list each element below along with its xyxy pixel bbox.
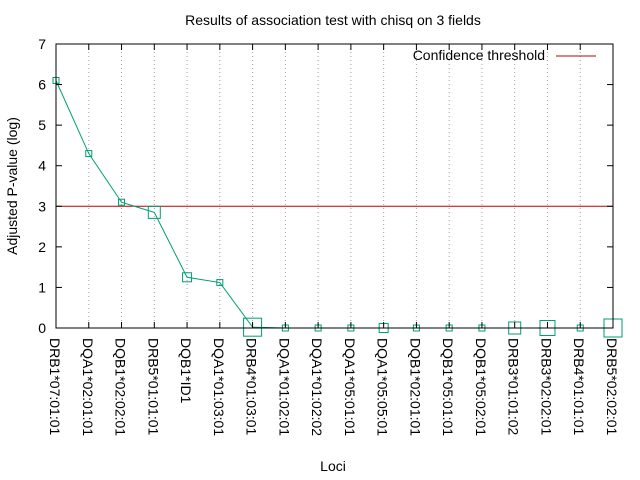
x-tick-label: DQA1*02:01:01 xyxy=(80,338,96,436)
y-axis-ticks: 0 1 2 3 4 5 6 7 xyxy=(38,36,613,336)
y-tick-label: 1 xyxy=(38,279,46,295)
y-tick-label: 3 xyxy=(38,198,46,214)
x-axis-ticks: DRB1*07:01:01 DQA1*02:01:01 DQB1*02:02:01 D… xyxy=(47,44,620,436)
y-tick-label: 5 xyxy=(38,117,46,133)
grid-lines xyxy=(88,44,581,328)
x-tick-label: DRB4*01:01:01 xyxy=(571,338,587,436)
y-tick-label: 2 xyxy=(38,239,46,255)
y-tick-label: 6 xyxy=(38,77,46,93)
x-tick-label: DQB1*05:02:01 xyxy=(473,338,489,436)
x-tick-label: DQA1*01:03:01 xyxy=(211,338,227,436)
data-point xyxy=(216,279,224,287)
y-tick-label: 0 xyxy=(38,320,46,336)
x-tick-label: DRB1*07:01:01 xyxy=(47,338,63,436)
series-line xyxy=(55,80,613,329)
data-point xyxy=(85,150,93,158)
y-tick-label: 4 xyxy=(38,158,46,174)
data-point xyxy=(118,198,126,206)
chart-title: Results of association test with chisq o… xyxy=(185,12,481,28)
legend: Confidence threshold xyxy=(413,47,596,63)
series-layer xyxy=(52,77,623,338)
legend-label: Confidence threshold xyxy=(413,47,545,63)
x-tick-label: DRB4*01:03:01 xyxy=(244,338,260,436)
x-tick-label: DRB3*01:01:02 xyxy=(506,338,522,436)
x-tick-label: DRB3*02:02:01 xyxy=(538,338,554,436)
x-tick-label: DQA1*05:01:01 xyxy=(342,338,358,436)
x-tick-label: DQB1*ID1 xyxy=(178,338,194,404)
x-tick-label: DQB1*02:01:01 xyxy=(407,338,423,436)
x-tick-label: DRB5*01:01:01 xyxy=(145,338,161,436)
data-point xyxy=(147,205,161,219)
x-tick-label: DQA1*05:05:01 xyxy=(375,338,391,436)
x-tick-label: DQB1*05:01:01 xyxy=(440,338,456,436)
x-tick-label: DQA1*01:02:01 xyxy=(276,338,292,436)
x-tick-label: DQB1*02:02:01 xyxy=(113,338,129,436)
data-point xyxy=(243,317,263,337)
data-point xyxy=(182,272,193,283)
x-tick-label: DRB5*02:02:01 xyxy=(604,338,620,436)
x-axis-label: Loci xyxy=(320,458,346,474)
y-tick-label: 7 xyxy=(38,36,46,52)
plot-frame xyxy=(55,43,614,329)
y-axis-label: Adjusted P-value (log) xyxy=(4,117,20,255)
x-tick-label: DQA1*01:02:02 xyxy=(309,338,325,436)
